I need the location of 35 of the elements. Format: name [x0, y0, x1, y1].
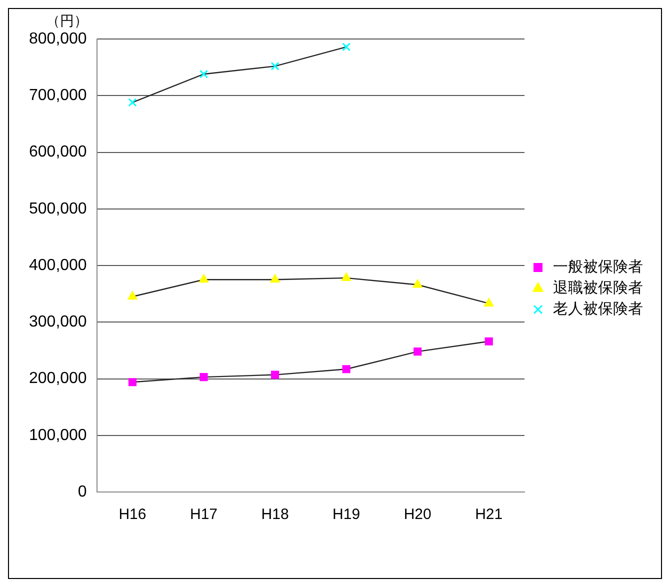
y-tick-label: 100,000 [28, 426, 87, 444]
x-tick-label: H16 [118, 506, 146, 524]
point [412, 279, 422, 288]
legend-label: 一般被保険者 [553, 257, 643, 276]
point [342, 42, 351, 52]
y-tick-label: 600,000 [28, 144, 87, 161]
x-tick-label: H20 [404, 506, 432, 524]
point [200, 373, 208, 382]
legend-label: 老人被保険者 [553, 299, 643, 318]
y-tick-label: 200,000 [28, 370, 87, 388]
legend-label: 退職被保険者 [553, 278, 643, 296]
x-tick-label: H17 [190, 506, 218, 524]
point [128, 378, 137, 386]
point [341, 272, 352, 281]
y-tick-label: 700,000 [28, 87, 87, 104]
x-tick-label: H18 [261, 506, 289, 524]
x-tick-label: H21 [475, 506, 503, 524]
point [414, 348, 422, 356]
point [270, 370, 280, 379]
point [484, 337, 493, 346]
point [198, 274, 209, 283]
y-tick-label: 500,000 [28, 200, 87, 218]
y-tick-label: 800,000 [28, 30, 87, 48]
point [270, 274, 280, 283]
y-tick-label: 0 [78, 483, 87, 500]
point [199, 70, 208, 78]
point [270, 62, 280, 70]
point [342, 365, 350, 374]
y-axis-title: （円） [46, 14, 88, 30]
point [484, 298, 494, 306]
point [128, 98, 137, 107]
y-tick-label: 300,000 [28, 314, 87, 331]
x-tick-label: H19 [332, 506, 360, 524]
point [128, 291, 138, 300]
y-tick-label: 400,000 [28, 256, 87, 274]
